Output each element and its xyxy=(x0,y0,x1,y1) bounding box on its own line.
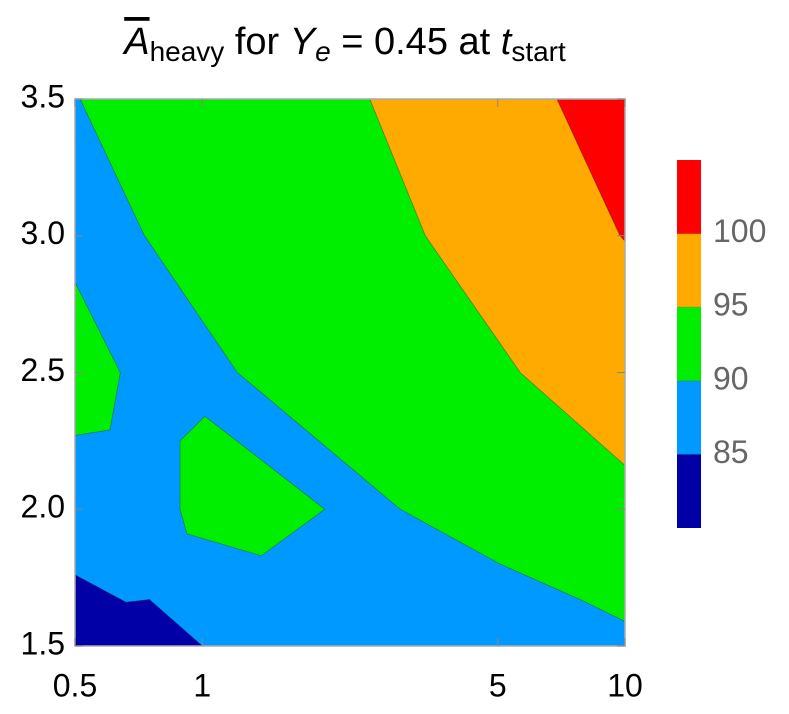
title-part: for xyxy=(224,21,289,63)
title-part: t xyxy=(501,21,513,63)
colorbar-label: 100 xyxy=(713,213,766,249)
title-part: = 0.45 at xyxy=(331,21,501,63)
title-part: A xyxy=(122,21,149,63)
title-part: heavy xyxy=(150,36,225,67)
y-tick-label: 3.5 xyxy=(21,78,65,114)
y-tick-label: 3.0 xyxy=(21,215,65,251)
chart-title: Aheavy for Ye = 0.45 at tstart xyxy=(122,21,566,67)
colorbar-band xyxy=(677,380,701,455)
contour-region xyxy=(75,282,121,436)
contour-region xyxy=(556,99,625,242)
title-part: Y xyxy=(290,21,318,63)
y-tick-label: 1.5 xyxy=(21,625,65,661)
title-part: start xyxy=(511,36,566,67)
colorbar-label: 95 xyxy=(713,287,749,323)
colorbar-label: 85 xyxy=(713,434,749,470)
colorbar-label: 90 xyxy=(713,360,749,396)
contour-region xyxy=(75,574,203,646)
contour-region xyxy=(369,99,625,467)
plot-area xyxy=(75,99,625,646)
colorbar-band xyxy=(677,454,701,528)
x-tick-label: 10 xyxy=(607,667,643,703)
x-tick-label: 5 xyxy=(489,667,507,703)
y-tick-label: 2.0 xyxy=(21,489,65,525)
title-part: e xyxy=(315,36,331,67)
y-tick-label: 2.5 xyxy=(21,352,65,388)
colorbar-band xyxy=(677,160,701,234)
colorbar-band xyxy=(677,307,701,381)
x-tick-label: 1 xyxy=(193,667,211,703)
contour-region xyxy=(179,415,326,557)
colorbar-band xyxy=(677,233,701,308)
x-tick-label: 0.5 xyxy=(53,667,97,703)
